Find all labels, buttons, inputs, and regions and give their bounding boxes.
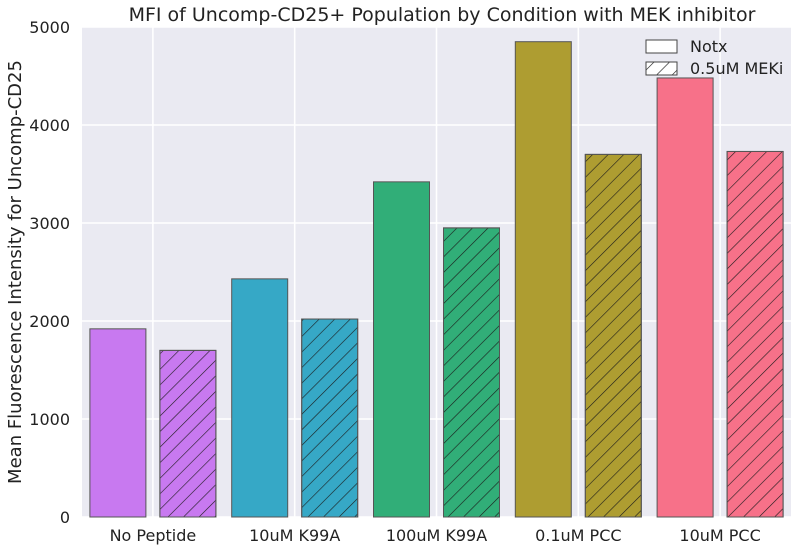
gridlines [82, 26, 791, 518]
y-axis-ticks: 0 1000 2000 3000 4000 5000 [29, 18, 70, 527]
bar-hatch [726, 150, 784, 518]
legend-swatch [645, 39, 678, 54]
x-tick-label: 10uM K99A [249, 526, 340, 545]
legend-label: 0.5uM MEKi [690, 59, 783, 78]
y-tick-label: 5000 [29, 18, 70, 37]
y-tick-label: 3000 [29, 214, 70, 233]
bar-hatch [301, 318, 359, 518]
bar-notx [656, 77, 714, 518]
bars [89, 41, 784, 518]
bar-notx [231, 278, 289, 518]
bar-notx [89, 328, 147, 518]
y-axis-label: Mean Fluorescence Intensity for Uncomp-C… [5, 60, 26, 484]
y-tick-label: 0 [60, 508, 70, 527]
bar-hatch [584, 153, 642, 518]
bar-notx [514, 41, 572, 518]
x-tick-label: 0.1uM PCC [535, 526, 621, 545]
legend-label: Notx [690, 37, 728, 56]
bar-hatch [443, 227, 500, 518]
bar-hatch [159, 349, 217, 518]
x-tick-label: 100uM K99A [386, 526, 487, 545]
bar-notx [373, 181, 430, 518]
legend-swatch-hatch [645, 61, 678, 76]
x-tick-label: No Peptide [110, 526, 197, 545]
legend: Notx 0.5uM MEKi [645, 37, 783, 78]
chart-title: MFI of Uncomp-CD25+ Population by Condit… [129, 4, 756, 26]
x-tick-label: 10uM PCC [679, 526, 760, 545]
y-tick-label: 4000 [29, 116, 70, 135]
y-tick-label: 1000 [29, 410, 70, 429]
y-tick-label: 2000 [29, 312, 70, 331]
x-axis-ticks: No Peptide 10uM K99A 100uM K99A 0.1uM PCC 10… [110, 526, 761, 545]
